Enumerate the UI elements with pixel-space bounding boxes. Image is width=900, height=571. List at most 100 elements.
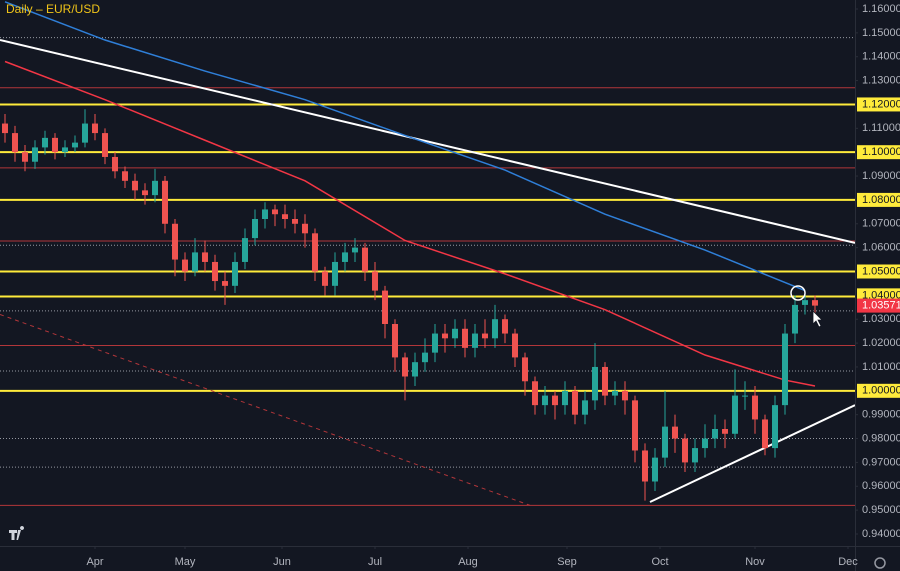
candle-body xyxy=(302,223,308,234)
logo-mark xyxy=(9,526,25,540)
candle-body xyxy=(512,333,518,358)
candle-body xyxy=(432,333,438,353)
y-tick-label: 1.04000 xyxy=(862,289,900,301)
x-tick-label: Dec xyxy=(838,556,858,568)
candle-body xyxy=(802,300,808,305)
candle-body xyxy=(102,133,108,157)
overlay: 1.16000 1.15000 1.14000 1.13000 1.12000 1.110… xyxy=(86,3,900,568)
candle-body xyxy=(172,223,178,260)
y-tick-label: 1.13000 xyxy=(862,74,900,86)
cursor xyxy=(812,310,823,328)
candle-body xyxy=(532,381,538,406)
settings-icon xyxy=(874,557,886,569)
plot-area xyxy=(0,1,855,506)
candle-body xyxy=(112,156,118,172)
candle-body xyxy=(332,261,338,286)
y-tick-label: 0.97000 xyxy=(862,456,900,468)
tick-highlight xyxy=(857,264,900,279)
candle-body xyxy=(242,238,248,262)
tick-highlight xyxy=(857,145,900,160)
candle-body xyxy=(612,390,618,396)
candle-body xyxy=(52,137,58,153)
y-tick-label: 1.08000 xyxy=(862,194,900,206)
y-tick-label: 1.16000 xyxy=(862,3,900,15)
candle-body xyxy=(392,324,398,358)
candle-body xyxy=(322,271,328,286)
x-tick-label: Sep xyxy=(557,556,577,568)
candle-body xyxy=(712,429,718,439)
candle-body xyxy=(492,319,498,339)
y-tick-label: 1.12000 xyxy=(862,98,900,110)
y-tick-label: 0.99000 xyxy=(862,409,900,421)
candle-body xyxy=(732,395,738,434)
candle-body xyxy=(692,448,698,463)
candle-body xyxy=(212,261,218,282)
candle-body xyxy=(642,450,648,482)
candle-body xyxy=(762,419,768,449)
candle-body xyxy=(482,333,488,339)
trendline xyxy=(649,404,855,503)
candle-body xyxy=(672,426,678,439)
trendline xyxy=(0,313,531,506)
candle-body xyxy=(462,328,468,348)
candle-body xyxy=(752,395,758,420)
candle-body xyxy=(682,438,688,463)
candle-body xyxy=(282,214,288,219)
candle-body xyxy=(772,405,778,449)
candle-body xyxy=(662,426,668,458)
y-tick-label: 0.94000 xyxy=(862,528,900,540)
moving-average xyxy=(4,60,816,387)
candle-body xyxy=(652,457,658,482)
candle-body xyxy=(72,142,78,148)
candle-body xyxy=(522,357,528,382)
candle-body xyxy=(22,152,28,162)
y-tick-label: 1.07000 xyxy=(862,218,900,230)
candle-body xyxy=(62,147,68,153)
x-tick-label: Apr xyxy=(86,556,103,568)
candle-body xyxy=(292,219,298,224)
y-tick-label: 1.09000 xyxy=(862,170,900,182)
candle-body xyxy=(412,362,418,377)
candle-body xyxy=(812,300,818,306)
y-tick-label: 1.02000 xyxy=(862,337,900,349)
candle-body xyxy=(352,247,358,253)
tick-highlight xyxy=(857,97,900,112)
y-tick-label: 0.98000 xyxy=(862,432,900,444)
candle-body xyxy=(142,190,148,196)
moving-average xyxy=(4,1,806,292)
candle-body xyxy=(402,357,408,377)
candle-body xyxy=(562,390,568,406)
candle-body xyxy=(42,137,48,148)
candle-body xyxy=(372,271,378,291)
y-tick-label: 1.03000 xyxy=(862,313,900,325)
candle-body xyxy=(162,180,168,224)
candle-body xyxy=(442,333,448,339)
candle-body xyxy=(312,233,318,272)
logo xyxy=(9,526,25,540)
candle-body xyxy=(232,261,238,286)
x-tick-label: Oct xyxy=(651,556,668,568)
candle-body xyxy=(32,147,38,162)
trendline xyxy=(0,39,855,244)
y-tick-label: 1.11000 xyxy=(862,122,900,134)
candle-body xyxy=(82,123,88,143)
chart-title: Daily – EUR/USD xyxy=(6,2,100,16)
annotation-circle xyxy=(790,285,806,301)
candle-body xyxy=(602,366,608,396)
candle-body xyxy=(552,395,558,406)
y-tick-label: 1.10000 xyxy=(862,146,900,158)
y-tick-label: 1.05000 xyxy=(862,265,900,277)
candle-body xyxy=(782,333,788,406)
candle-body xyxy=(472,333,478,348)
last-price-label: 1.03571 xyxy=(862,300,900,312)
candle-body xyxy=(272,209,278,215)
candle-body xyxy=(132,180,138,191)
settings-gear xyxy=(874,557,886,569)
candle-body xyxy=(792,304,798,334)
candle-body xyxy=(722,429,728,434)
candle-body xyxy=(92,123,98,134)
candle-body xyxy=(582,400,588,415)
